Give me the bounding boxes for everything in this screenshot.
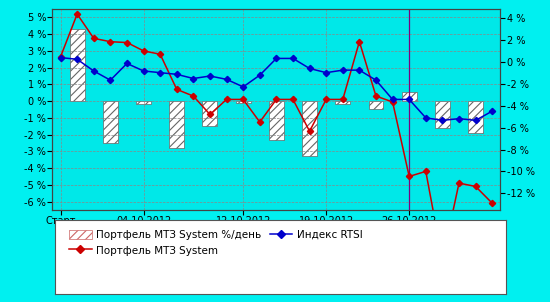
Bar: [103, 101, 118, 143]
Bar: [468, 101, 483, 133]
Legend: Портфель МТЗ System %/день, Портфель МТЗ System, Индекс RTSI: Портфель МТЗ System %/день, Портфель МТЗ…: [65, 226, 366, 260]
Bar: [70, 29, 85, 101]
Bar: [169, 101, 184, 148]
Bar: [368, 101, 383, 110]
Bar: [236, 101, 251, 103]
Bar: [302, 101, 317, 156]
Bar: [336, 101, 350, 104]
Bar: [402, 92, 417, 101]
Bar: [269, 101, 284, 140]
Bar: [435, 101, 450, 128]
Bar: [136, 101, 151, 104]
Bar: [202, 101, 217, 126]
